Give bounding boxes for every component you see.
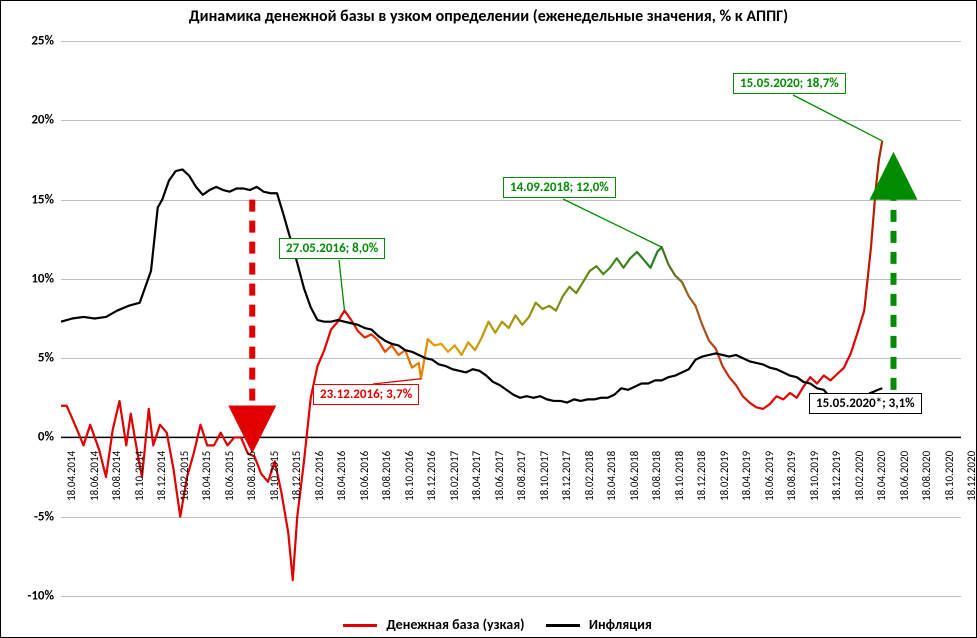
x-tick-label: 18.08.2018 — [650, 451, 663, 501]
x-tick-label: 18.10.2014 — [133, 451, 146, 501]
x-tick-label: 18.12.2015 — [290, 451, 303, 501]
legend-swatch-1 — [546, 624, 580, 627]
x-tick-label: 18.04.2020 — [875, 451, 888, 501]
x-tick-label: 18.08.2014 — [110, 451, 123, 501]
series-inflation — [61, 169, 882, 402]
x-tick-label: 18.12.2014 — [155, 451, 168, 501]
x-tick-label: 18.08.2016 — [380, 451, 393, 501]
callout-leader — [793, 95, 882, 141]
legend-label-1: Инфляция — [589, 616, 652, 633]
chart-plot — [1, 1, 976, 637]
x-tick-label: 18.06.2014 — [88, 451, 101, 501]
legend: Денежная база (узкая) Инфляция — [1, 616, 976, 633]
x-tick-label: 18.04.2015 — [200, 451, 213, 501]
data-callout: 14.09.2018; 12,0% — [503, 177, 616, 198]
x-tick-label: 18.06.2017 — [493, 451, 506, 501]
x-tick-label: 18.02.2020 — [853, 451, 866, 501]
x-tick-label: 18.04.2014 — [65, 451, 78, 501]
x-tick-label: 18.12.2020 — [965, 451, 977, 501]
data-callout: 15.05.2020*; 3,1% — [809, 393, 922, 414]
x-tick-label: 18.10.2020 — [943, 451, 956, 501]
x-tick-label: 18.06.2016 — [358, 451, 371, 501]
x-tick-label: 18.04.2019 — [740, 451, 753, 501]
x-tick-label: 18.06.2020 — [898, 451, 911, 501]
x-tick-label: 18.10.2017 — [538, 451, 551, 501]
x-tick-label: 18.02.2017 — [448, 451, 461, 501]
x-tick-label: 18.08.2017 — [515, 451, 528, 501]
x-tick-label: 18.10.2016 — [403, 451, 416, 501]
x-tick-label: 18.08.2020 — [920, 451, 933, 501]
x-tick-label: 18.02.2019 — [718, 451, 731, 501]
chart-container: Динамика денежной базы в узком определен… — [0, 0, 977, 638]
data-callout: 23.12.2016; 3,7% — [313, 384, 419, 405]
x-tick-label: 18.06.2019 — [763, 451, 776, 501]
legend-label-0: Денежная база (узкая) — [386, 616, 524, 633]
x-tick-label: 18.08.2015 — [245, 451, 258, 501]
legend-swatch-0 — [343, 624, 377, 627]
x-tick-label: 18.04.2016 — [335, 451, 348, 501]
x-tick-label: 18.02.2015 — [178, 451, 191, 501]
x-tick-label: 18.04.2018 — [605, 451, 618, 501]
data-callout: 15.05.2020; 18,7% — [733, 73, 846, 94]
x-tick-label: 18.08.2019 — [785, 451, 798, 501]
callout-leader — [563, 199, 662, 247]
x-tick-label: 18.12.2019 — [830, 451, 843, 501]
x-tick-label: 18.12.2016 — [425, 451, 438, 501]
callout-leader — [339, 260, 345, 311]
x-tick-label: 18.10.2015 — [268, 451, 281, 501]
x-tick-label: 18.12.2018 — [695, 451, 708, 501]
x-tick-label: 18.10.2019 — [808, 451, 821, 501]
x-tick-label: 18.10.2018 — [673, 451, 686, 501]
x-tick-label: 18.04.2017 — [470, 451, 483, 501]
x-tick-label: 18.06.2015 — [223, 451, 236, 501]
x-tick-label: 18.02.2018 — [583, 451, 596, 501]
x-tick-label: 18.12.2017 — [560, 451, 573, 501]
series-money_base — [61, 141, 882, 580]
x-tick-label: 18.06.2018 — [628, 451, 641, 501]
data-callout: 27.05.2016; 8,0% — [279, 238, 385, 259]
x-tick-label: 18.02.2016 — [313, 451, 326, 501]
